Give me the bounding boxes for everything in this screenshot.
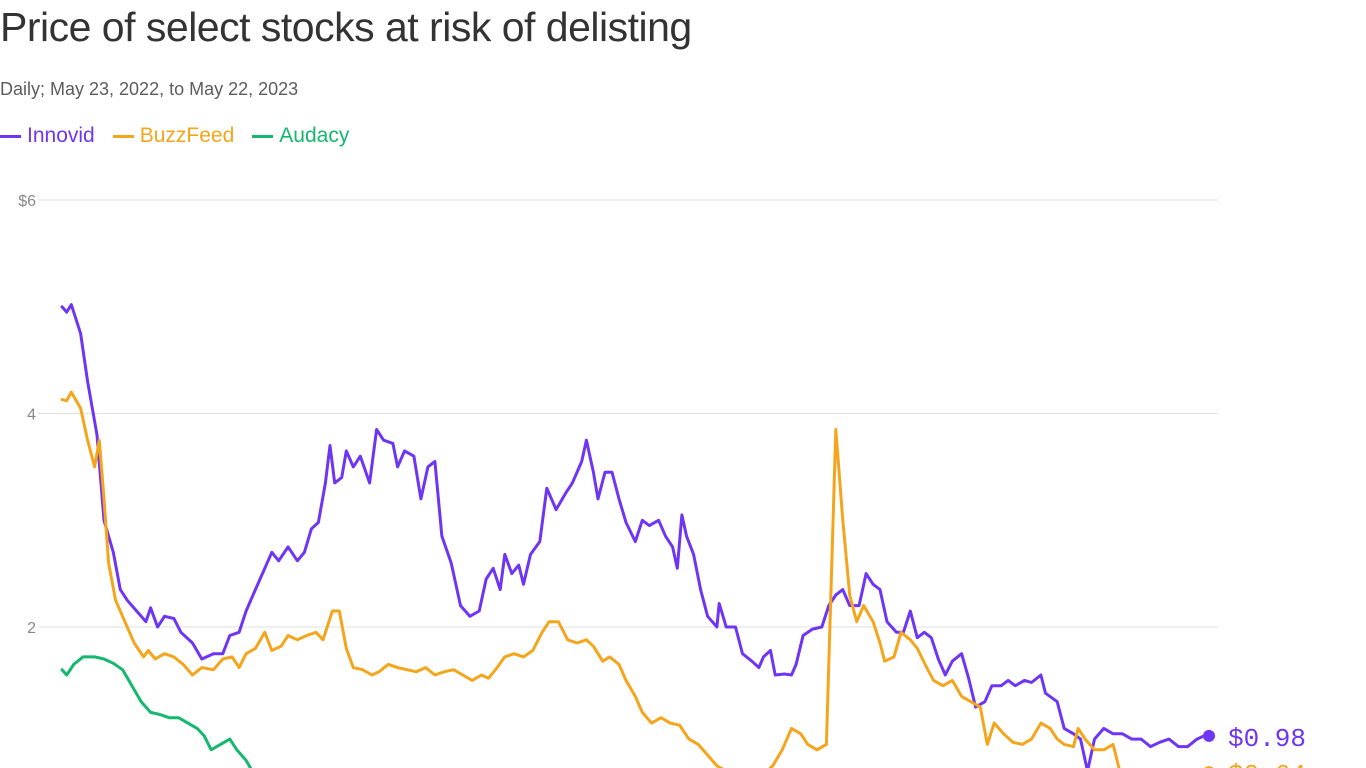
chart-title: Price of select stocks at risk of delist… [0, 4, 692, 50]
end-label-buzzfeed: $0.64 [1228, 760, 1306, 768]
series-line-buzzfeed [60, 390, 1121, 768]
end-point-innovid [1203, 729, 1215, 742]
y-tick-label: 4 [27, 407, 36, 424]
end-label-innovid: $0.98 [1228, 724, 1306, 754]
legend-swatch-audacy [252, 134, 274, 138]
legend-item-buzzfeed: BuzzFeed [112, 124, 235, 148]
series-line-innovid [60, 303, 1206, 768]
legend-item-innovid: Innovid [0, 124, 95, 148]
legend-swatch-innovid [0, 134, 21, 138]
y-tick-label: 2 [27, 620, 36, 637]
series-line-audacy [60, 655, 253, 768]
legend-swatch-buzzfeed [112, 134, 134, 138]
chart-legend: Innovid BuzzFeed Audacy [0, 124, 367, 148]
legend-item-audacy: Audacy [252, 124, 349, 148]
legend-label-innovid: Innovid [27, 124, 95, 147]
y-tick-label: $6 [18, 193, 36, 210]
legend-label-buzzfeed: BuzzFeed [139, 124, 235, 147]
chart-subtitle: Daily; May 23, 2022, to May 22, 2023 [0, 79, 299, 99]
legend-label-audacy: Audacy [279, 124, 350, 147]
